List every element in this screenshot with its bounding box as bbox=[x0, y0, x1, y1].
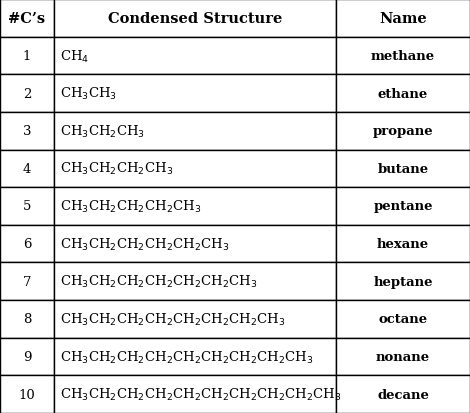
Bar bbox=[336, 375, 470, 413]
Bar bbox=[54, 225, 336, 263]
Bar bbox=[336, 75, 470, 113]
Bar bbox=[0, 0, 54, 38]
Bar bbox=[0, 150, 54, 188]
Text: CH$_3$CH$_2$CH$_3$: CH$_3$CH$_2$CH$_3$ bbox=[60, 123, 145, 140]
Bar bbox=[336, 150, 470, 188]
Text: 5: 5 bbox=[23, 200, 31, 213]
Bar bbox=[336, 263, 470, 300]
Text: CH$_3$CH$_2$CH$_2$CH$_2$CH$_2$CH$_2$CH$_2$CH$_2$CH$_3$: CH$_3$CH$_2$CH$_2$CH$_2$CH$_2$CH$_2$CH$_… bbox=[60, 349, 313, 365]
Bar bbox=[0, 375, 54, 413]
Text: 9: 9 bbox=[23, 350, 31, 363]
Text: decane: decane bbox=[377, 388, 429, 401]
Bar bbox=[336, 338, 470, 375]
Text: pentane: pentane bbox=[373, 200, 433, 213]
Bar bbox=[54, 338, 336, 375]
Bar bbox=[336, 188, 470, 225]
Text: CH$_3$CH$_2$CH$_2$CH$_2$CH$_2$CH$_2$CH$_2$CH$_3$: CH$_3$CH$_2$CH$_2$CH$_2$CH$_2$CH$_2$CH$_… bbox=[60, 311, 285, 327]
Text: octane: octane bbox=[378, 313, 428, 325]
Text: 6: 6 bbox=[23, 237, 31, 251]
Bar bbox=[0, 338, 54, 375]
Bar bbox=[54, 188, 336, 225]
Text: #C’s: #C’s bbox=[8, 12, 46, 26]
Bar bbox=[0, 113, 54, 150]
Text: hexane: hexane bbox=[377, 237, 429, 251]
Bar bbox=[54, 375, 336, 413]
Text: 4: 4 bbox=[23, 162, 31, 176]
Text: 2: 2 bbox=[23, 88, 31, 100]
Text: methane: methane bbox=[371, 50, 435, 63]
Bar bbox=[0, 300, 54, 338]
Bar bbox=[54, 75, 336, 113]
Bar bbox=[54, 113, 336, 150]
Text: Name: Name bbox=[379, 12, 427, 26]
Text: ethane: ethane bbox=[378, 88, 428, 100]
Text: butane: butane bbox=[377, 162, 429, 176]
Text: nonane: nonane bbox=[376, 350, 430, 363]
Text: Condensed Structure: Condensed Structure bbox=[108, 12, 282, 26]
Bar bbox=[54, 263, 336, 300]
Text: heptane: heptane bbox=[373, 275, 433, 288]
Text: CH$_3$CH$_2$CH$_2$CH$_2$CH$_2$CH$_2$CH$_3$: CH$_3$CH$_2$CH$_2$CH$_2$CH$_2$CH$_2$CH$_… bbox=[60, 273, 257, 290]
Bar bbox=[0, 263, 54, 300]
Text: 10: 10 bbox=[19, 388, 35, 401]
Bar bbox=[336, 0, 470, 38]
Bar bbox=[336, 38, 470, 75]
Text: 1: 1 bbox=[23, 50, 31, 63]
Bar bbox=[54, 150, 336, 188]
Text: CH$_3$CH$_2$CH$_2$CH$_2$CH$_2$CH$_2$CH$_2$CH$_2$CH$_2$CH$_3$: CH$_3$CH$_2$CH$_2$CH$_2$CH$_2$CH$_2$CH$_… bbox=[60, 386, 341, 402]
Bar bbox=[0, 225, 54, 263]
Bar bbox=[54, 0, 336, 38]
Text: CH$_3$CH$_2$CH$_2$CH$_2$CH$_2$CH$_3$: CH$_3$CH$_2$CH$_2$CH$_2$CH$_2$CH$_3$ bbox=[60, 236, 229, 252]
Bar bbox=[54, 38, 336, 75]
Bar bbox=[0, 75, 54, 113]
Text: propane: propane bbox=[373, 125, 433, 138]
Text: CH$_3$CH$_2$CH$_2$CH$_2$CH$_3$: CH$_3$CH$_2$CH$_2$CH$_2$CH$_3$ bbox=[60, 199, 201, 214]
Bar bbox=[336, 225, 470, 263]
Text: 8: 8 bbox=[23, 313, 31, 325]
Bar bbox=[0, 38, 54, 75]
Bar bbox=[336, 300, 470, 338]
Text: 7: 7 bbox=[23, 275, 31, 288]
Text: CH$_3$CH$_3$: CH$_3$CH$_3$ bbox=[60, 86, 117, 102]
Text: 3: 3 bbox=[23, 125, 31, 138]
Bar bbox=[54, 300, 336, 338]
Text: CH$_4$: CH$_4$ bbox=[60, 48, 89, 64]
Text: CH$_3$CH$_2$CH$_2$CH$_3$: CH$_3$CH$_2$CH$_2$CH$_3$ bbox=[60, 161, 173, 177]
Bar bbox=[0, 188, 54, 225]
Bar bbox=[336, 113, 470, 150]
